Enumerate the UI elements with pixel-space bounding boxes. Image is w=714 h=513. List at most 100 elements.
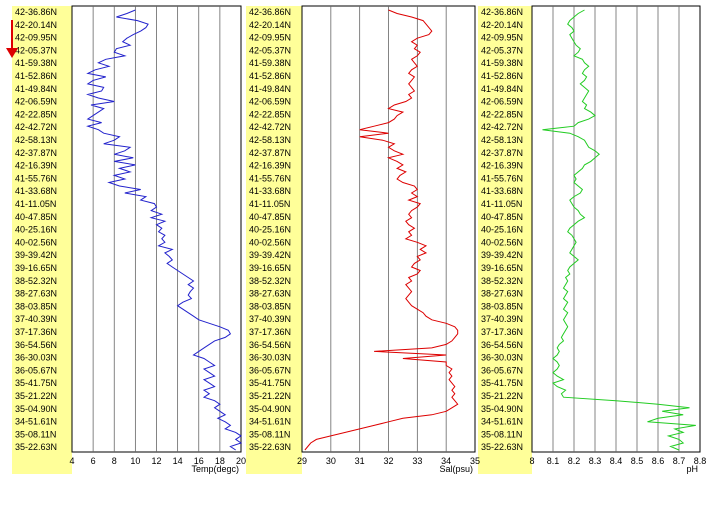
latitude-label: 36-54.56N xyxy=(15,340,57,350)
latitude-label: 42-20.14N xyxy=(15,20,57,30)
latitude-label: 42-05.37N xyxy=(249,45,291,55)
latitude-label: 41-52.86N xyxy=(15,71,57,81)
latitude-label: 42-20.14N xyxy=(481,20,523,30)
latitude-label: 36-30.03N xyxy=(15,353,57,363)
latitude-label: 35-22.63N xyxy=(15,442,57,452)
latitude-label: 34-51.61N xyxy=(249,417,291,427)
latitude-label: 42-36.86N xyxy=(249,7,291,17)
latitude-label: 41-49.84N xyxy=(481,84,523,94)
latitude-label: 38-03.85N xyxy=(249,301,291,311)
latitude-label: 35-22.63N xyxy=(481,442,523,452)
latitude-label: 37-40.39N xyxy=(15,314,57,324)
latitude-label: 36-30.03N xyxy=(481,353,523,363)
latitude-label: 34-51.61N xyxy=(15,417,57,427)
latitude-label: 37-17.36N xyxy=(481,327,523,337)
latitude-label: 39-39.42N xyxy=(249,250,291,260)
latitude-label: 40-02.56N xyxy=(15,237,57,247)
latitude-label: 36-54.56N xyxy=(481,340,523,350)
latitude-label: 42-06.59N xyxy=(481,97,523,107)
latitude-label: 38-27.63N xyxy=(249,289,291,299)
latitude-label: 42-58.13N xyxy=(15,135,57,145)
latitude-label: 39-16.65N xyxy=(481,263,523,273)
latitude-label: 42-58.13N xyxy=(481,135,523,145)
latitude-label: 38-52.32N xyxy=(481,276,523,286)
latitude-label: 42-05.37N xyxy=(15,45,57,55)
latitude-label: 39-39.42N xyxy=(481,250,523,260)
x-tick-label: 8.4 xyxy=(610,456,623,466)
x-tick-label: 4 xyxy=(69,456,74,466)
latitude-label: 41-52.86N xyxy=(249,71,291,81)
x-tick-label: 8.1 xyxy=(547,456,560,466)
latitude-label: 37-17.36N xyxy=(249,327,291,337)
latitude-label: 40-25.16N xyxy=(15,225,57,235)
latitude-label: 42-05.37N xyxy=(481,45,523,55)
latitude-label: 41-59.38N xyxy=(249,58,291,68)
latitude-label: 42-22.85N xyxy=(15,109,57,119)
latitude-label: 41-33.68N xyxy=(249,186,291,196)
x-tick-label: 8.7 xyxy=(673,456,686,466)
latitude-label: 42-22.85N xyxy=(481,109,523,119)
latitude-label: 42-06.59N xyxy=(249,97,291,107)
label-band xyxy=(246,6,302,474)
latitude-label: 37-17.36N xyxy=(15,327,57,337)
latitude-label: 42-37.87N xyxy=(15,148,57,158)
label-band xyxy=(478,6,532,474)
x-tick-label: 12 xyxy=(151,456,161,466)
latitude-label: 38-03.85N xyxy=(15,301,57,311)
latitude-label: 38-27.63N xyxy=(15,289,57,299)
latitude-label: 42-36.86N xyxy=(481,7,523,17)
latitude-label: 41-59.38N xyxy=(481,58,523,68)
down-arrow-icon xyxy=(6,20,18,58)
x-tick-label: 20 xyxy=(236,456,246,466)
x-tick-label: 35 xyxy=(470,456,480,466)
latitude-label: 34-51.61N xyxy=(481,417,523,427)
latitude-label: 42-36.86N xyxy=(15,7,57,17)
latitude-label: 40-02.56N xyxy=(249,237,291,247)
latitude-label: 42-16.39N xyxy=(249,161,291,171)
latitude-label: 35-41.75N xyxy=(481,378,523,388)
latitude-label: 41-59.38N xyxy=(15,58,57,68)
x-tick-label: 8 xyxy=(112,456,117,466)
profile-line xyxy=(542,9,696,451)
x-tick-label: 14 xyxy=(173,456,183,466)
x-tick-label: 33 xyxy=(412,456,422,466)
x-axis-label: Sal(psu) xyxy=(439,464,473,474)
x-tick-label: 10 xyxy=(130,456,140,466)
latitude-label: 41-49.84N xyxy=(249,84,291,94)
latitude-label: 41-55.76N xyxy=(481,173,523,183)
latitude-label: 42-09.95N xyxy=(15,33,57,43)
latitude-label: 41-52.86N xyxy=(481,71,523,81)
latitude-label: 39-16.65N xyxy=(249,263,291,273)
profile-line xyxy=(86,9,243,451)
x-tick-label: 8.2 xyxy=(568,456,581,466)
latitude-label: 42-58.13N xyxy=(249,135,291,145)
x-tick-label: 34 xyxy=(441,456,451,466)
latitude-label: 36-05.67N xyxy=(249,365,291,375)
latitude-label: 35-04.90N xyxy=(15,404,57,414)
latitude-label: 42-42.72N xyxy=(481,122,523,132)
latitude-label: 36-05.67N xyxy=(15,365,57,375)
x-tick-label: 31 xyxy=(355,456,365,466)
latitude-label: 40-25.16N xyxy=(249,225,291,235)
x-axis-label: Temp(degc) xyxy=(191,464,239,474)
latitude-label: 41-55.76N xyxy=(15,173,57,183)
latitude-label: 39-16.65N xyxy=(15,263,57,273)
latitude-label: 37-40.39N xyxy=(249,314,291,324)
profile-line xyxy=(304,9,459,451)
latitude-label: 38-52.32N xyxy=(15,276,57,286)
latitude-label: 42-09.95N xyxy=(481,33,523,43)
x-tick-label: 29 xyxy=(297,456,307,466)
latitude-label: 38-52.32N xyxy=(249,276,291,286)
latitude-label: 42-42.72N xyxy=(249,122,291,132)
label-bands xyxy=(12,6,532,474)
label-band xyxy=(12,6,72,474)
latitude-label: 41-11.05N xyxy=(15,199,56,209)
latitude-label: 35-04.90N xyxy=(481,404,523,414)
x-tick-label: 8.6 xyxy=(652,456,665,466)
latitude-label: 40-47.85N xyxy=(15,212,57,222)
x-tick-label: 18 xyxy=(215,456,225,466)
latitude-label: 40-47.85N xyxy=(249,212,291,222)
latitude-label: 42-20.14N xyxy=(249,20,291,30)
